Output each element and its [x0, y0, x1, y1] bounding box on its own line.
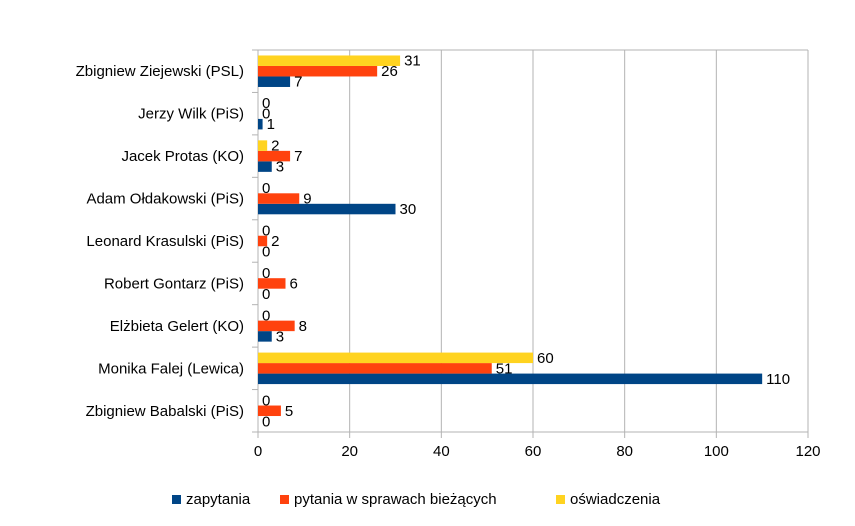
data-label: 0: [262, 106, 270, 123]
gridlines: [252, 49, 809, 438]
data-label: 0: [262, 286, 270, 303]
category-label: Leonard Krasulski (PiS): [86, 233, 244, 250]
category-label: Zbigniew Ziejewski (PSL): [76, 63, 244, 80]
data-label: 0: [262, 265, 270, 282]
data-label: 110: [766, 371, 790, 388]
bar: [258, 363, 492, 374]
data-label: 2: [271, 233, 279, 250]
data-label: 0: [262, 223, 270, 240]
data-label: 9: [303, 191, 311, 208]
x-tick-label: 120: [795, 443, 820, 460]
bar: [258, 65, 378, 77]
data-label: 0: [262, 413, 270, 430]
bar: [258, 373, 763, 385]
category-label: Zbigniew Babalski (PiS): [86, 403, 244, 420]
data-label: 5: [285, 403, 293, 420]
x-tick-label: 60: [525, 443, 542, 460]
bar: [258, 193, 300, 204]
data-label: 51: [496, 360, 513, 377]
category-axis: Zbigniew Ziejewski (PSL) Jerzy Wilk (PiS)…: [76, 63, 244, 420]
data-label: 0: [262, 95, 270, 112]
category-label: Adam Ołdakowski (PiS): [86, 191, 244, 208]
bar: [258, 320, 295, 332]
data-label: 6: [290, 275, 298, 292]
category-label: Robert Gontarz (PiS): [104, 275, 244, 292]
bar: [258, 161, 272, 172]
bar: [258, 140, 268, 151]
bar: [258, 235, 268, 247]
legend-label: pytania w sprawach bieżących: [294, 491, 497, 508]
category-label: Monika Falej (Lewica): [98, 360, 244, 377]
legend-label: oświadczenia: [570, 491, 661, 508]
data-label: 31: [404, 53, 421, 70]
data-label: 3: [276, 328, 284, 345]
bar: [258, 118, 263, 130]
data-label: 26: [381, 63, 398, 80]
category-label: Elżbieta Gelert (KO): [110, 318, 244, 335]
data-label: 7: [294, 148, 302, 165]
legend: zapytania pytania w sprawach bieżących ośw…: [172, 491, 661, 508]
x-tick-label: 20: [341, 443, 358, 460]
data-label: 7: [294, 74, 302, 91]
data-label: 2: [271, 138, 279, 155]
bar: [258, 352, 533, 364]
bar: [258, 203, 396, 215]
legend-swatch: [556, 495, 565, 504]
bar: [258, 76, 291, 87]
x-tick-label: 100: [704, 443, 729, 460]
data-label: 8: [299, 318, 307, 335]
value-axis: 0 20 40 60 80 100 120: [254, 443, 821, 460]
bar: [258, 331, 272, 342]
data-label: 1: [267, 116, 275, 133]
data-label: 3: [276, 159, 284, 176]
legend-swatch: [172, 495, 181, 504]
x-tick-label: 40: [433, 443, 450, 460]
bar: [258, 278, 286, 289]
data-label: 30: [400, 201, 417, 218]
bar: [258, 405, 281, 417]
data-label: 0: [262, 392, 270, 409]
x-tick-label: 80: [616, 443, 633, 460]
bar: [258, 55, 401, 66]
category-label: Jacek Protas (KO): [121, 148, 244, 165]
legend-swatch: [280, 495, 289, 504]
legend-label: zapytania: [186, 491, 251, 508]
bar: [258, 150, 291, 162]
data-label: 0: [262, 307, 270, 324]
category-label: Jerzy Wilk (PiS): [138, 106, 244, 123]
data-label: 0: [262, 244, 270, 261]
data-label: 60: [537, 350, 554, 367]
x-tick-label: 0: [254, 443, 262, 460]
data-label: 0: [262, 180, 270, 197]
